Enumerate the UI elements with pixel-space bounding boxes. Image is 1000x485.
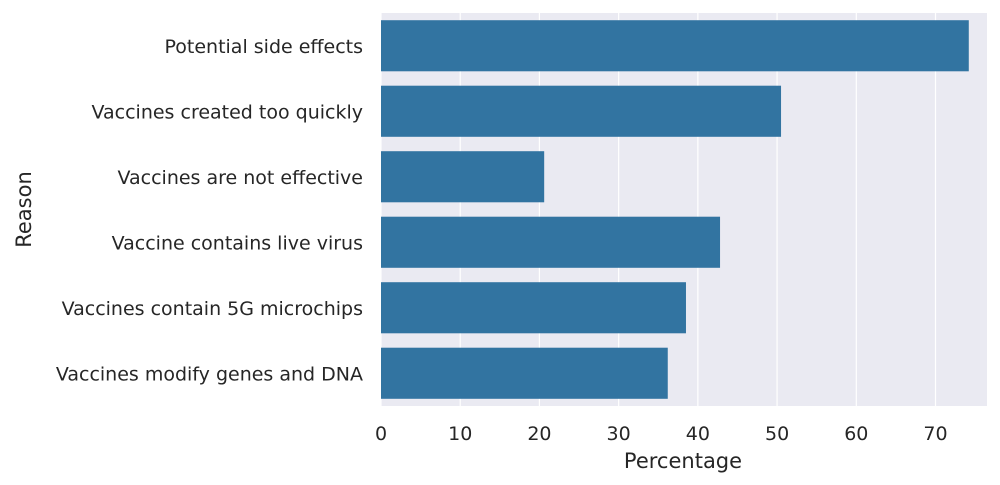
x-axis-label: Percentage [624, 449, 742, 473]
category-labels: Potential side effects Vaccines created t… [56, 36, 363, 386]
category-label: Vaccines modify genes and DNA [56, 363, 363, 385]
category-label: Potential side effects [164, 36, 363, 58]
bar [381, 347, 668, 399]
category-label: Vaccine contains live virus [112, 232, 363, 254]
bar [381, 151, 545, 203]
bars [381, 20, 969, 399]
category-label: Vaccines created too quickly [91, 101, 363, 123]
x-tick-label: 60 [844, 423, 868, 445]
bar [381, 282, 686, 334]
bar [381, 216, 721, 268]
x-tick-label: 20 [527, 423, 551, 445]
x-tick-label: 70 [923, 423, 947, 445]
x-tick-label: 50 [765, 423, 789, 445]
x-tick-label: 40 [686, 423, 710, 445]
bar [381, 85, 782, 137]
x-tick-labels: 0 10 20 30 40 50 60 70 [375, 423, 948, 445]
bar [381, 20, 969, 72]
category-label: Vaccines are not effective [117, 167, 363, 189]
y-axis-label: Reason [12, 171, 36, 248]
x-tick-label: 10 [448, 423, 472, 445]
x-tick-label: 30 [607, 423, 631, 445]
grid-lines [380, 13, 937, 406]
category-label: Vaccines contain 5G microchips [62, 298, 363, 320]
x-tick-label: 0 [375, 423, 387, 445]
plot-background [381, 13, 987, 406]
